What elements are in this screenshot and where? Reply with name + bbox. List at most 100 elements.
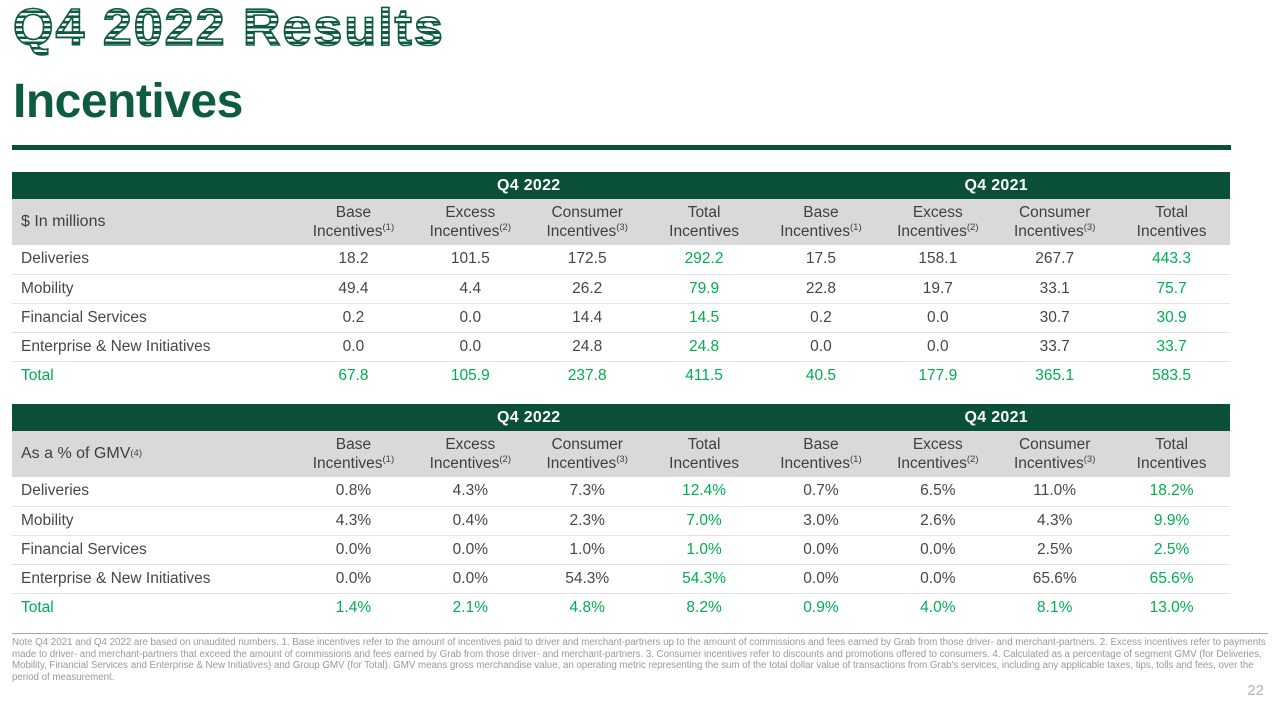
- column-header-line1: Base: [335, 436, 372, 453]
- unit-label-text: $ In millions: [21, 213, 106, 230]
- column-header: Excess Incentives(2): [412, 199, 529, 245]
- column-header-superscript: (1): [382, 221, 395, 233]
- value-cell: 365.1: [1035, 367, 1075, 384]
- column-header-superscript: (2): [499, 221, 512, 233]
- column-header: Total Incentives: [646, 199, 763, 245]
- row-label: Deliveries: [21, 482, 90, 499]
- value-cell: 54.3%: [682, 570, 727, 587]
- row-label: Total: [21, 367, 54, 384]
- value-cell: 4.3%: [1037, 512, 1073, 529]
- column-header-line2: Incentives: [1136, 223, 1207, 240]
- value-cell: 11.0%: [1033, 482, 1077, 499]
- column-header-superscript: (1): [850, 453, 862, 465]
- footnote-divider: [12, 633, 1268, 634]
- period-band-spacer: [12, 404, 295, 431]
- table-row: Total 67.8 105.9 237.8 411.5 40.5 177.9 365.1 58…: [12, 361, 1230, 390]
- column-header-line1: Total: [1155, 436, 1188, 453]
- period-header: Q4 2022: [497, 409, 561, 426]
- value-cell: 105.9: [450, 367, 490, 384]
- value-cell: 7.0%: [686, 512, 722, 529]
- value-cell: 4.3%: [335, 512, 372, 529]
- column-header-line1: Base: [803, 204, 839, 221]
- page-number: 22: [1247, 682, 1264, 699]
- value-cell: 0.9%: [803, 599, 839, 616]
- value-cell: 0.7%: [803, 482, 839, 499]
- column-header: Base Incentives(1): [295, 199, 412, 245]
- row-label: Deliveries: [21, 250, 90, 267]
- column-header: Base Incentives(1): [763, 431, 880, 477]
- value-cell: 8.1%: [1037, 599, 1073, 616]
- value-cell: 0.0: [927, 309, 949, 326]
- value-cell: 33.7: [1039, 338, 1070, 355]
- column-header-superscript: (1): [382, 453, 395, 465]
- value-cell: 9.9%: [1153, 512, 1190, 529]
- value-cell: 40.5: [805, 367, 837, 384]
- value-cell: 2.5%: [1153, 541, 1190, 558]
- column-header-line2: Incentives(3): [1013, 221, 1096, 240]
- row-label: Total: [21, 599, 54, 616]
- value-cell: 0.0%: [803, 541, 839, 558]
- column-header-line1: Excess: [912, 204, 963, 221]
- value-cell: 101.5: [450, 250, 490, 267]
- value-cell: 0.0%: [452, 570, 488, 587]
- column-header: Total Incentives: [646, 431, 763, 477]
- value-cell: 65.6%: [1149, 570, 1194, 587]
- column-header-line2: Incentives: [669, 223, 739, 240]
- row-label: Mobility: [21, 512, 74, 529]
- value-cell: 30.7: [1039, 309, 1070, 326]
- value-cell: 0.2: [342, 309, 365, 326]
- value-cell: 583.5: [1152, 367, 1191, 384]
- value-cell: 4.8%: [569, 599, 605, 616]
- value-cell: 292.2: [684, 250, 724, 267]
- value-cell: 24.8: [688, 338, 720, 355]
- value-cell: 4.0%: [920, 599, 956, 616]
- column-header: Excess Incentives(2): [879, 431, 996, 477]
- value-cell: 12.4%: [682, 482, 727, 499]
- column-header-line2: Incentives(1): [312, 221, 395, 240]
- value-cell: 0.0: [342, 338, 365, 355]
- unit-label-text: As a % of GMV: [21, 445, 131, 462]
- value-cell: 0.0%: [803, 570, 839, 587]
- table-row: Enterprise & New Initiatives 0.0 0.0 24.8 24…: [12, 332, 1230, 361]
- value-cell: 8.2%: [686, 599, 722, 616]
- period-band: Q4 2022 Q4 2021: [12, 404, 1230, 431]
- period-header: Q4 2021: [964, 409, 1028, 426]
- value-cell: 49.4: [338, 280, 369, 297]
- value-cell: 18.2: [338, 250, 369, 267]
- value-cell: 443.3: [1152, 250, 1191, 267]
- table-row: Deliveries 18.2 101.5 172.5 292.2 17.5 158.1 26…: [12, 245, 1230, 274]
- footnote: Note Q4 2021 and Q4 2022 are based on un…: [12, 637, 1266, 683]
- value-cell: 26.2: [572, 280, 603, 297]
- value-cell: 0.0%: [920, 570, 956, 587]
- column-header-superscript: (1): [850, 221, 862, 233]
- column-header-line2: Incentives(2): [429, 221, 512, 240]
- column-header-superscript: (2): [966, 453, 979, 465]
- column-header: Excess Incentives(2): [412, 431, 529, 477]
- column-header-line2: Incentives(1): [312, 453, 395, 472]
- value-cell: 2.3%: [569, 512, 605, 529]
- value-cell: 4.3%: [452, 482, 488, 499]
- unit-label: As a % of GMV (4): [21, 445, 142, 462]
- column-header-line2: Incentives(2): [429, 453, 512, 472]
- value-cell: 54.3%: [565, 570, 610, 587]
- column-header-superscript: (3): [1083, 453, 1096, 465]
- table-header-row: $ In millions Base Incentives(1) Excess Ince…: [12, 199, 1230, 245]
- value-cell: 22.8: [805, 280, 837, 297]
- table-row: Total 1.4% 2.1% 4.8% 8.2% 0.9% 4.0% 8.1% 13.0%: [12, 593, 1230, 622]
- value-cell: 4.4: [459, 280, 482, 297]
- column-header-superscript: (2): [966, 221, 979, 233]
- column-header: Consumer Incentives(3): [996, 199, 1113, 245]
- value-cell: 1.0%: [569, 541, 605, 558]
- value-cell: 14.5: [688, 309, 720, 326]
- row-label: Enterprise & New Initiatives: [21, 570, 211, 587]
- column-header-superscript: (3): [616, 221, 628, 233]
- value-cell: 0.0%: [335, 570, 372, 587]
- value-cell: 2.6%: [920, 512, 956, 529]
- period-header: Q4 2022: [497, 177, 561, 194]
- row-label: Enterprise & New Initiatives: [21, 338, 211, 355]
- column-header-line2: Incentives(3): [1013, 453, 1096, 472]
- table-row: Mobility 49.4 4.4 26.2 79.9 22.8 19.7 33.1 75.7: [12, 274, 1230, 303]
- column-header-line1: Base: [335, 204, 372, 221]
- value-cell: 1.4%: [335, 599, 372, 616]
